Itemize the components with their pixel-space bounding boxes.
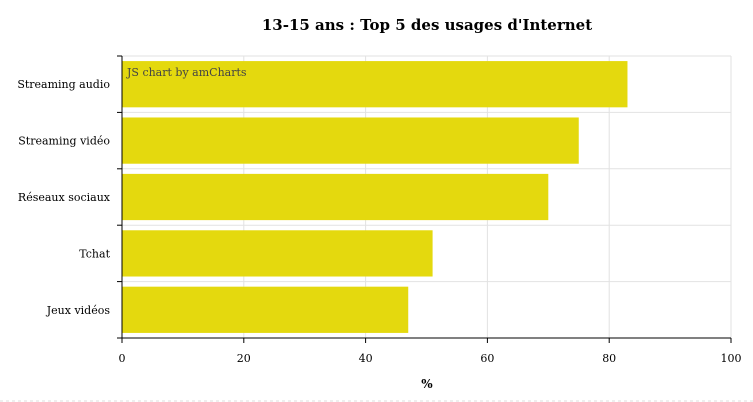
category-labels: Streaming audio Streaming vidéo Réseaux so… xyxy=(17,78,110,317)
category-label: Jeux vidéos xyxy=(46,304,111,317)
bar[interactable] xyxy=(122,61,628,108)
category-label: Tchat xyxy=(79,247,110,260)
x-tick-label: 60 xyxy=(480,352,494,365)
bar[interactable] xyxy=(122,230,433,277)
chart-title: 13-15 ans : Top 5 des usages d'Internet xyxy=(262,16,592,34)
x-axis: 0 20 40 60 80 100 xyxy=(0,55,753,402)
bar[interactable] xyxy=(122,173,549,221)
bar[interactable] xyxy=(122,117,579,164)
x-tick-label: 0 xyxy=(119,352,126,365)
x-tick-label: 40 xyxy=(359,352,373,365)
x-tick-label: 20 xyxy=(237,352,251,365)
bars xyxy=(122,61,628,333)
category-label: Streaming audio xyxy=(17,78,110,91)
x-tick-label: 100 xyxy=(721,352,742,365)
x-tick-label: 80 xyxy=(602,352,616,365)
chart-credit[interactable]: JS chart by amCharts xyxy=(126,66,247,79)
category-label: Réseaux sociaux xyxy=(18,191,111,204)
bar[interactable] xyxy=(122,286,409,333)
x-axis-title: % xyxy=(421,377,433,391)
category-label: Streaming vidéo xyxy=(18,135,110,148)
